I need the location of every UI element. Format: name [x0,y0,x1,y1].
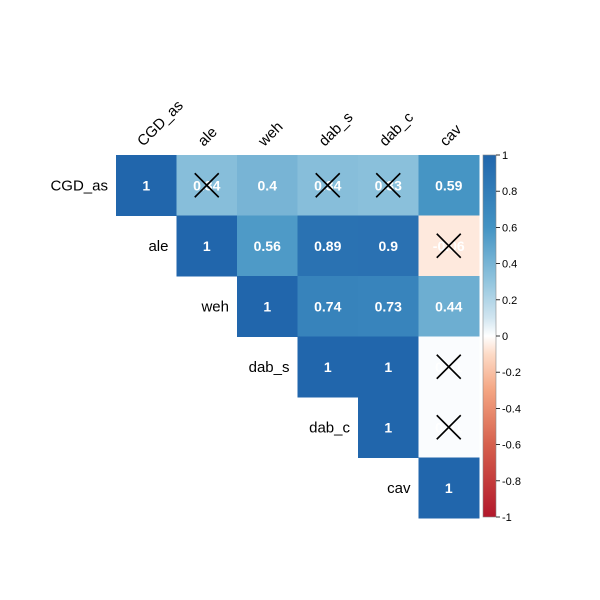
column-label-CGD_as: CGD_as [134,97,187,150]
legend-tick-label: 1 [502,150,508,162]
legend-tick-label: 0.6 [502,222,517,234]
row-label-CGD_as: CGD_as [50,177,108,194]
row-label-cav: cav [387,480,411,497]
cell-value-weh-dab_s: 0.74 [314,298,341,314]
cell-dab_s-dab_c [358,336,419,398]
legend-tick-label: -1 [502,512,512,524]
cell-value-CGD_as-cav: 0.59 [435,177,462,193]
cell-value-ale-weh: 0.56 [254,238,281,254]
cell-value-ale-dab_s: 0.89 [314,238,341,254]
cell-dab_s-dab_s [297,336,359,398]
crosses-layer [194,172,462,440]
legend-tick-label: -0.8 [502,476,521,488]
cell-CGD_as-weh [237,155,298,216]
legend-tick-label: 0.8 [502,186,517,198]
cell-CGD_as-cav [418,155,480,216]
cell-ale-dab_c [358,215,419,277]
legend-colorbar [482,154,497,518]
cell-weh-dab_c [358,276,419,337]
insignificant-cross-icon [436,414,462,440]
column-label-dab_s: dab_s [316,109,357,150]
cell-value-dab_s-dab_c: 1 [384,359,392,375]
row-label-weh: weh [200,298,229,315]
legend-tick-label: 0.2 [502,295,517,307]
row-label-dab_c: dab_c [309,419,350,436]
cell-dab_c-dab_c [358,397,419,458]
cell-CGD_as-CGD_as [116,155,177,216]
cell-value-dab_s-dab_s: 1 [324,359,332,375]
cell-value-weh-dab_c: 0.73 [375,298,402,314]
insignificant-cross-icon [315,172,341,198]
insignificant-cross-icon [194,172,220,198]
insignificant-cross-icon [436,233,462,259]
cell-weh-cav [418,276,480,337]
column-label-cav: cav [437,121,466,150]
cell-value-ale-dab_c: 0.9 [379,238,399,254]
cell-value-CGD_as-CGD_as: 1 [142,177,150,193]
legend-tick-label: 0.4 [502,259,517,271]
cell-ale-dab_s [297,215,359,277]
cell-value-dab_c-dab_c: 1 [384,419,392,435]
legend-tick-label: -0.6 [502,440,521,452]
cell-ale-weh [237,215,298,277]
cell-weh-dab_s [297,276,359,337]
legend-tick-label: 0 [502,331,508,343]
row-label-ale: ale [148,238,168,255]
cell-ale-ale [176,215,238,277]
cell-value-weh-cav: 0.44 [435,298,462,314]
cells-layer: 10.340.40.340.330.5910.560.890.9-0.0610.… [116,155,480,519]
legend-tick-label: -0.4 [502,403,521,415]
column-label-ale: ale [195,124,221,150]
row-label-dab_s: dab_s [249,359,290,376]
insignificant-cross-icon [436,354,462,380]
cell-weh-weh [237,276,298,337]
column-label-dab_c: dab_c [376,109,417,150]
cell-value-ale-ale: 1 [203,238,211,254]
legend-tick-label: -0.2 [502,367,521,379]
color-legend: 1 0.8 0.6 0.4 0.2 0 -0.2 -0.4 -0.6 -0.8 -1 [482,150,521,524]
cell-cav-cav [418,457,480,519]
column-label-weh: weh [254,118,286,150]
cell-value-weh-weh: 1 [263,298,271,314]
insignificant-cross-icon [375,172,401,198]
cell-value-cav-cav: 1 [445,480,453,496]
cell-value-CGD_as-weh: 0.4 [258,177,278,193]
